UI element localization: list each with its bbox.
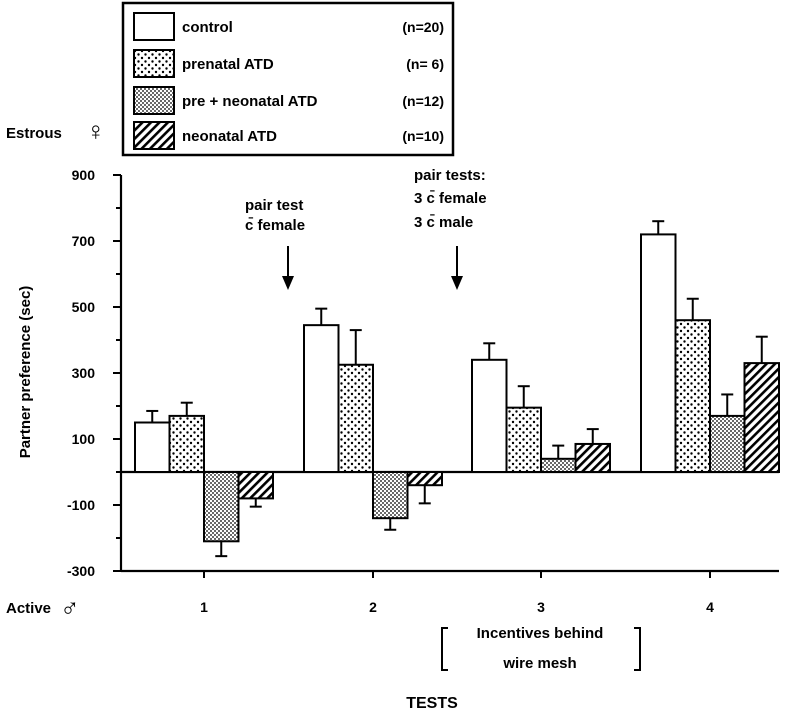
y-tick-label: -300 [67, 563, 95, 579]
female-symbol-icon: ♀ [86, 116, 106, 146]
estrous-label: Estrous [6, 125, 62, 142]
annotation-pair-test-arrowhead [282, 276, 294, 290]
active-label: Active [6, 600, 51, 617]
legend-label-pre-neonatal-atd: pre + neonatal ATD [182, 93, 318, 110]
estrous-female-label: Estrous ♀ [6, 116, 106, 146]
bar-pre-neonatal-atd-test-1 [203, 471, 240, 543]
legend-n-control: (n=20) [402, 19, 444, 35]
incentives-right-bracket [634, 627, 641, 671]
legend-item-prenatal-atd: prenatal ATD (n= 6) [133, 49, 444, 78]
legend-frame [121, 1, 455, 157]
legend-swatch-pre-neonatal-atd [133, 86, 175, 115]
active-male-label: Active ♂ [6, 592, 80, 622]
annotation-pair-tests: pair tests: 3 c̄ female 3 c̄ male [414, 167, 487, 290]
x-tick-label: 4 [706, 599, 714, 615]
bar-prenatal-atd-test-3 [505, 406, 542, 473]
annotation-incentives-line2: wire mesh [502, 655, 576, 672]
annotation-pair-test-line2: c̄ female [245, 216, 305, 234]
x-tick-label: 2 [369, 599, 377, 615]
bar-neonatal-atd-test-4 [743, 362, 780, 474]
bar-pre-neonatal-atd-test-3 [540, 457, 577, 473]
annotation-pair-test: pair test c̄ female [245, 197, 305, 290]
legend-label-prenatal-atd: prenatal ATD [182, 56, 274, 73]
legend-swatch-control [133, 12, 175, 41]
x-tick-label: 3 [537, 599, 545, 615]
x-axis-title: TESTS [406, 695, 458, 712]
legend-item-neonatal-atd: neonatal ATD (n=10) [133, 121, 444, 150]
male-symbol-icon: ♂ [60, 592, 80, 622]
bar-prenatal-atd-test-1 [168, 414, 205, 473]
bar-control-test-4 [640, 233, 677, 473]
bar-control-test-2 [303, 324, 340, 473]
y-tick-label: -100 [67, 497, 95, 513]
legend-swatch-neonatal-atd [133, 121, 175, 150]
bars [134, 220, 780, 558]
y-tick-label: 100 [72, 431, 96, 447]
annotation-pair-tests-arrowhead [451, 276, 463, 290]
legend-n-neonatal-atd: (n=10) [402, 128, 444, 144]
y-tick-label: 500 [72, 299, 96, 315]
legend-label-control: control [182, 19, 233, 36]
bar-neonatal-atd-test-1 [237, 471, 274, 500]
incentives-left-bracket [441, 627, 448, 671]
bar-control-test-3 [471, 358, 508, 473]
y-tick-label: 700 [72, 233, 96, 249]
annotation-incentives: Incentives behind wire mesh [441, 625, 641, 672]
bar-prenatal-atd-test-2 [337, 363, 374, 473]
bar-pre-neonatal-atd-test-4 [709, 414, 746, 473]
legend-swatch-prenatal-atd [133, 49, 175, 78]
legend-label-neonatal-atd: neonatal ATD [182, 128, 277, 145]
annotation-pair-tests-line2: 3 c̄ female [414, 189, 487, 207]
y-axis-title: Partner preference (sec) [17, 286, 34, 459]
y-tick-label: 900 [72, 167, 96, 183]
bar-prenatal-atd-test-4 [674, 319, 711, 474]
y-tick-label: 300 [72, 365, 96, 381]
annotation-incentives-line1: Incentives behind [477, 625, 604, 642]
bar-neonatal-atd-test-3 [574, 442, 611, 474]
annotation-pair-test-line1: pair test [245, 197, 303, 214]
annotation-pair-tests-line3: 3 c̄ male [414, 213, 473, 231]
annotation-pair-tests-line1: pair tests: [414, 167, 486, 184]
x-tick-label: 1 [200, 599, 208, 615]
legend-n-prenatal-atd: (n= 6) [406, 56, 444, 72]
legend: control (n=20) prenatal ATD (n= 6) pre +… [121, 1, 455, 157]
bar-control-test-1 [134, 421, 171, 473]
tick-labels: 900 700 500 300 100 -100 -300 1 2 3 4 [67, 167, 714, 615]
legend-item-control: control (n=20) [133, 12, 444, 41]
bar-neonatal-atd-test-2 [406, 471, 443, 487]
bar-pre-neonatal-atd-test-2 [372, 471, 409, 520]
legend-n-pre-neonatal-atd: (n=12) [402, 93, 444, 109]
legend-item-pre-neonatal-atd: pre + neonatal ATD (n=12) [133, 86, 444, 115]
